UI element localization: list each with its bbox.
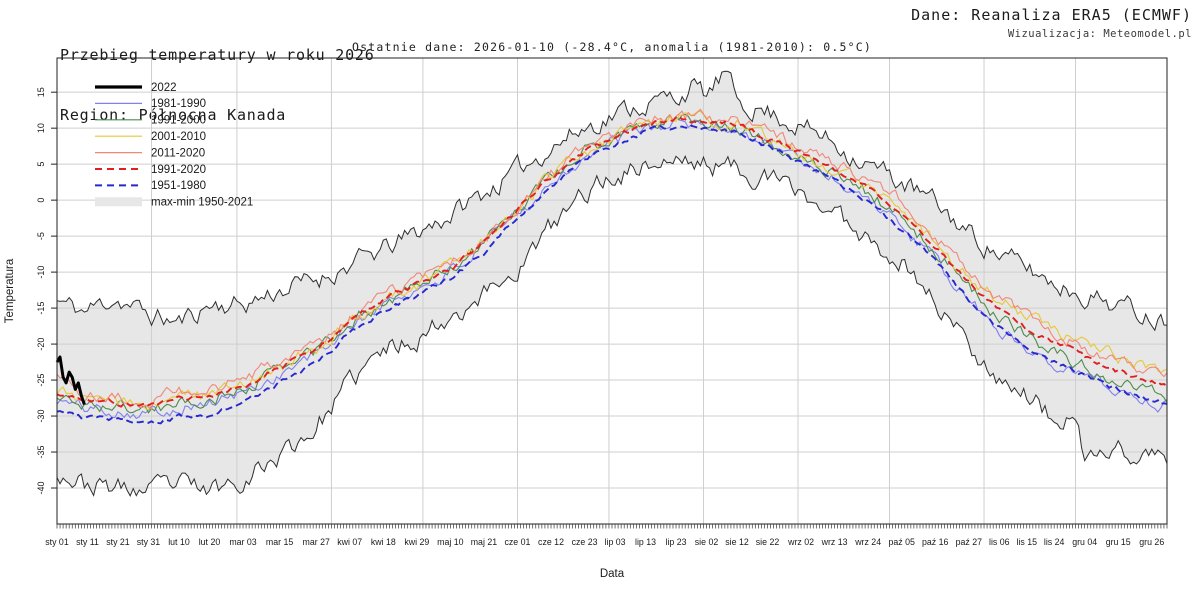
latest-data-subtitle: Ostatnie dane: 2026-01-10 (-28.4°C, anom… xyxy=(352,40,872,54)
svg-text:sie 12: sie 12 xyxy=(725,537,749,547)
svg-text:paź 16: paź 16 xyxy=(922,537,949,547)
legend-label: 2001-2010 xyxy=(151,131,206,143)
svg-text:lis 06: lis 06 xyxy=(989,537,1010,547)
svg-text:cze 23: cze 23 xyxy=(572,537,598,547)
svg-text:sty 21: sty 21 xyxy=(106,537,130,547)
svg-text:lip 03: lip 03 xyxy=(605,537,626,547)
svg-text:lip 13: lip 13 xyxy=(635,537,656,547)
series-2022 xyxy=(55,355,86,405)
chart-header-right: Dane: Reanaliza ERA5 (ECMWF) Wizualizacj… xyxy=(911,5,1192,40)
svg-text:mar 15: mar 15 xyxy=(266,537,293,547)
svg-text:-35: -35 xyxy=(36,446,46,459)
svg-text:sie 02: sie 02 xyxy=(695,537,719,547)
chart-header-left: Przebieg temperatury w roku 2026 Region:… xyxy=(60,5,375,165)
svg-text:Temperatura: Temperatura xyxy=(4,258,16,323)
svg-text:wrz 24: wrz 24 xyxy=(854,537,881,547)
visualization-credit: Wizualizacja: Meteomodel.pl xyxy=(1007,28,1192,40)
svg-text:15: 15 xyxy=(36,87,46,97)
y-axis: 15 10 5 0 -5 -10 -15 -20 -25 -30 -35 -40 Temperatura xyxy=(4,87,57,495)
svg-text:-20: -20 xyxy=(36,338,46,351)
svg-text:5: 5 xyxy=(36,162,46,167)
svg-text:paź 05: paź 05 xyxy=(888,537,915,547)
series-1951-1980 xyxy=(56,124,1168,425)
svg-text:wrz 13: wrz 13 xyxy=(821,537,848,547)
svg-text:-30: -30 xyxy=(36,410,46,423)
band-edges xyxy=(56,70,1168,497)
svg-text:0: 0 xyxy=(36,198,46,203)
svg-text:kwi 29: kwi 29 xyxy=(404,537,429,547)
legend-label: 1991-2000 xyxy=(151,115,206,127)
svg-text:-15: -15 xyxy=(36,302,46,315)
legend-label: 2022 xyxy=(151,82,177,94)
svg-text:lis 15: lis 15 xyxy=(1016,537,1037,547)
svg-text:cze 01: cze 01 xyxy=(505,537,531,547)
legend-label: 1951-1980 xyxy=(151,180,206,192)
svg-text:gru 04: gru 04 xyxy=(1072,537,1097,547)
svg-text:cze 12: cze 12 xyxy=(538,537,564,547)
svg-text:mar 27: mar 27 xyxy=(303,537,330,547)
svg-text:lut 10: lut 10 xyxy=(168,537,190,547)
svg-text:kwi 18: kwi 18 xyxy=(371,537,396,547)
svg-text:-5: -5 xyxy=(36,232,46,240)
svg-text:maj 21: maj 21 xyxy=(471,537,498,547)
legend-label: 2011-2020 xyxy=(151,147,205,159)
svg-text:-40: -40 xyxy=(36,482,46,495)
max-min-band xyxy=(57,71,1167,496)
svg-text:lip 23: lip 23 xyxy=(666,537,687,547)
series-2011-2020 xyxy=(56,108,1168,410)
legend-label: 1981-1990 xyxy=(151,98,206,110)
gridlines xyxy=(56,58,1167,524)
svg-text:-25: -25 xyxy=(36,374,46,387)
svg-text:10: 10 xyxy=(36,123,46,133)
legend: 2022 1981-1990 1991-2000 2001-2010 2011-2020… xyxy=(95,82,253,209)
svg-text:kwi 07: kwi 07 xyxy=(337,537,362,547)
x-axis: sty 01 sty 11 sty 21 sty 31 lut 10 lut 20 mar … xyxy=(45,524,1168,580)
data-source-label: Dane: Reanaliza ERA5 (ECMWF) xyxy=(911,6,1192,24)
svg-text:sty 11: sty 11 xyxy=(76,537,99,547)
svg-text:sty 31: sty 31 xyxy=(137,537,161,547)
svg-text:sty 01: sty 01 xyxy=(45,537,69,547)
svg-text:wrz 02: wrz 02 xyxy=(787,537,814,547)
svg-text:paź 27: paź 27 xyxy=(956,537,983,547)
svg-text:lut 20: lut 20 xyxy=(199,537,221,547)
svg-text:maj 10: maj 10 xyxy=(437,537,464,547)
legend-swatch-band xyxy=(95,197,142,207)
svg-text:Data: Data xyxy=(600,568,625,580)
svg-text:gru 26: gru 26 xyxy=(1139,537,1164,547)
svg-text:mar 03: mar 03 xyxy=(229,537,256,547)
legend-label: 1991-2020 xyxy=(151,164,206,176)
svg-text:gru 15: gru 15 xyxy=(1106,537,1131,547)
svg-text:lis 24: lis 24 xyxy=(1044,537,1065,547)
legend-label: max-min 1950-2021 xyxy=(151,197,253,209)
svg-text:-10: -10 xyxy=(36,266,46,279)
chart-title: Przebieg temperatury w roku 2026 xyxy=(60,46,375,64)
svg-text:sie 22: sie 22 xyxy=(756,537,780,547)
series-1991-2020 xyxy=(56,115,1168,408)
